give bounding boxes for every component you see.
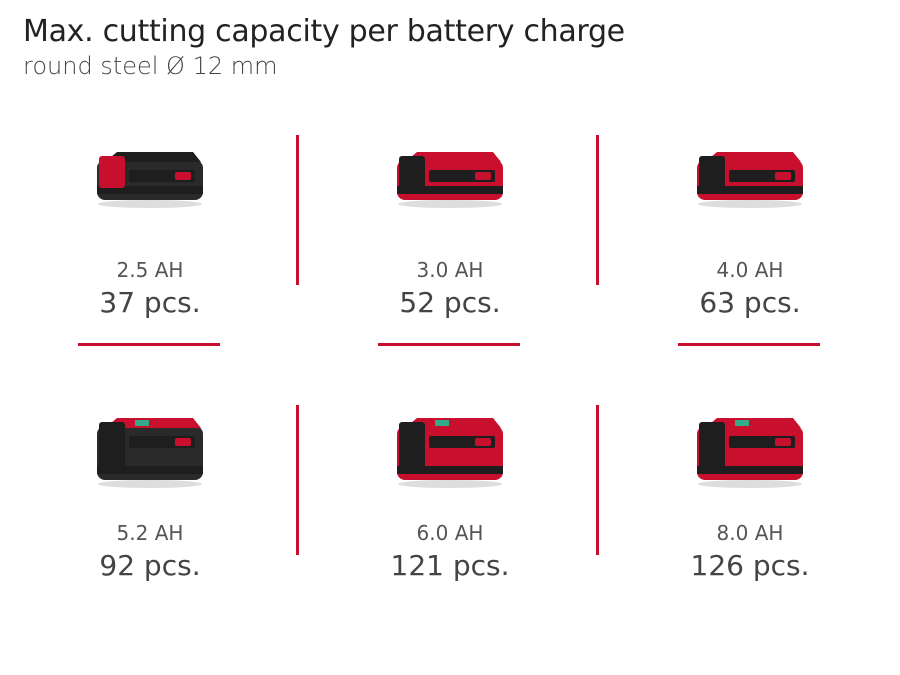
page-title: Max. cutting capacity per battery charge — [23, 14, 625, 49]
battery-image — [697, 152, 803, 208]
cut-count: 52 pcs. — [399, 286, 501, 319]
divider — [596, 405, 599, 555]
battery-cell: 6.0 AH 121 pcs. — [300, 400, 600, 600]
battery-capacity: 3.0 AH — [416, 258, 484, 282]
battery-cell: 5.2 AH 92 pcs. — [0, 400, 300, 600]
divider — [596, 135, 599, 285]
battery-capacity: 4.0 AH — [716, 258, 784, 282]
battery-image — [397, 152, 503, 208]
battery-cell: 2.5 AH 37 pcs. — [0, 130, 300, 330]
battery-capacity: 2.5 AH — [116, 258, 184, 282]
cut-count: 121 pcs. — [390, 549, 510, 582]
battery-capacity: 6.0 AH — [416, 521, 484, 545]
battery-cell: 3.0 AH 52 pcs. — [300, 130, 600, 330]
divider — [378, 343, 520, 346]
divider — [678, 343, 820, 346]
battery-capacity: 8.0 AH — [716, 521, 784, 545]
page-subtitle: round steel Ø 12 mm — [23, 52, 278, 80]
battery-cell: 4.0 AH 63 pcs. — [600, 130, 900, 330]
battery-image — [697, 418, 803, 488]
battery-image — [97, 152, 203, 208]
divider — [296, 405, 299, 555]
divider — [78, 343, 220, 346]
cut-count: 126 pcs. — [690, 549, 810, 582]
battery-capacity: 5.2 AH — [116, 521, 184, 545]
cut-count: 37 pcs. — [99, 286, 201, 319]
cut-count: 92 pcs. — [99, 549, 201, 582]
divider — [296, 135, 299, 285]
cut-count: 63 pcs. — [699, 286, 801, 319]
battery-image — [397, 418, 503, 488]
battery-image — [97, 418, 203, 488]
battery-cell: 8.0 AH 126 pcs. — [600, 400, 900, 600]
